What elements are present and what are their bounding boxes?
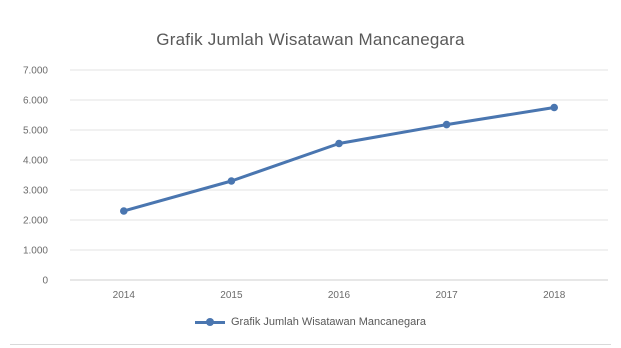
y-tick-label: 7.000 — [23, 66, 48, 77]
data-point — [120, 207, 128, 215]
y-tick-label: 3.000 — [23, 186, 48, 197]
data-point — [227, 177, 236, 185]
x-tick-label: 2014 — [113, 290, 136, 301]
y-tick-label: 1.000 — [23, 246, 48, 257]
chart-legend: Grafik Jumlah Wisatawan Mancanegara — [0, 316, 621, 328]
y-tick-label: 0 — [42, 276, 48, 287]
legend-series-label: Grafik Jumlah Wisatawan Mancanegara — [230, 316, 427, 328]
series-line — [122, 106, 556, 213]
y-tick-label: 6.000 — [23, 96, 48, 107]
data-point — [442, 120, 451, 129]
x-tick-label: 2018 — [543, 290, 566, 301]
data-point — [550, 103, 558, 112]
legend-series-marker — [194, 317, 225, 327]
x-tick-label: 2015 — [220, 290, 243, 301]
chart-bottom-border — [10, 344, 611, 345]
y-tick-label: 2.000 — [23, 216, 48, 227]
x-tick-label: 2017 — [435, 290, 458, 301]
y-tick-label: 5.000 — [23, 126, 48, 137]
y-tick-label: 4.000 — [23, 156, 48, 167]
data-point — [335, 139, 343, 148]
x-tick-label: 2016 — [328, 290, 351, 301]
chart-title: Grafik Jumlah Wisatawan Mancanegara — [156, 30, 465, 49]
